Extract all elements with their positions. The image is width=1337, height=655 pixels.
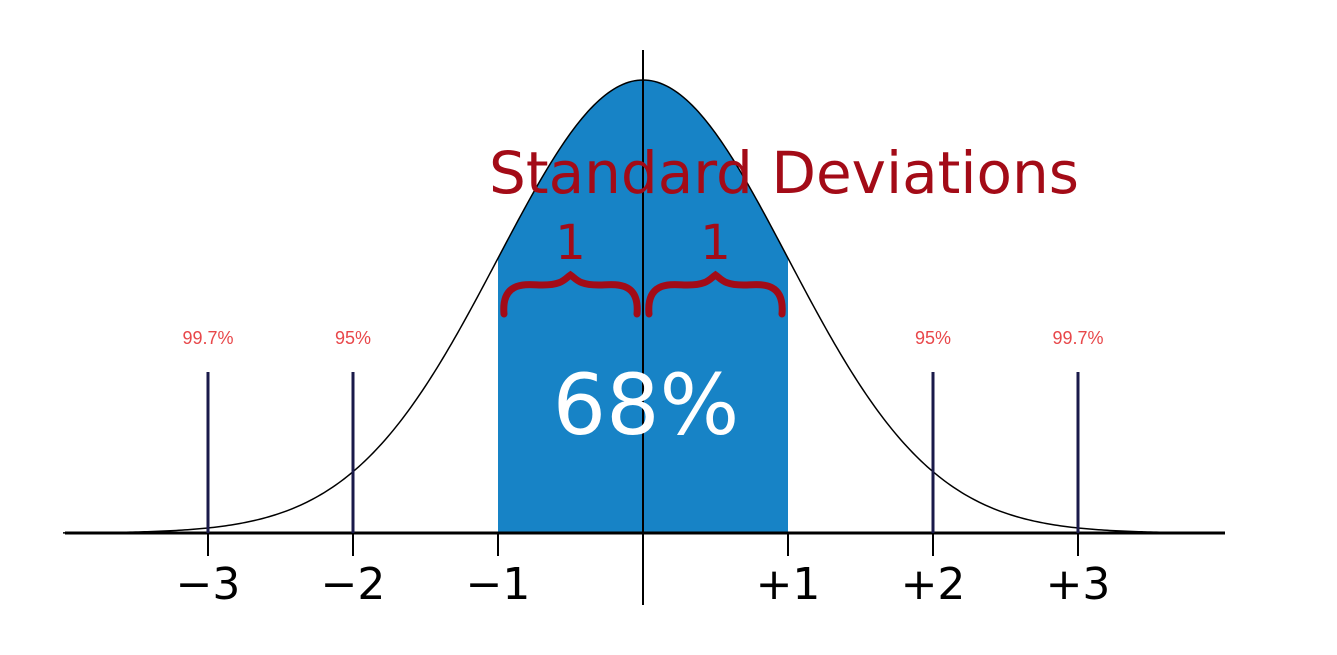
tick-marks — [207, 533, 1079, 556]
tick-label: −2 — [321, 559, 386, 610]
brace — [500, 270, 641, 318]
diagram-title: Standard Deviations — [489, 139, 1079, 207]
tick-label: −1 — [466, 559, 531, 610]
sd-lines — [206, 372, 1080, 533]
tick-label: +3 — [1046, 559, 1111, 610]
range-percent-label: 99.7% — [182, 328, 233, 348]
tick-label: −3 — [176, 559, 241, 610]
tick-labels: −3 −2 −1 +1 +2 +3 — [176, 559, 1111, 610]
range-percent-labels: 99.7% 95% 95% 99.7% — [182, 328, 1103, 348]
tick-label: +2 — [901, 559, 966, 610]
shaded-region-percent: 68% — [553, 356, 740, 454]
brace — [645, 270, 786, 318]
range-percent-label: 95% — [915, 328, 951, 348]
tick-label: +1 — [756, 559, 821, 610]
unit-label: 1 — [700, 215, 731, 271]
range-percent-label: 95% — [335, 328, 371, 348]
unit-label: 1 — [555, 215, 586, 271]
range-percent-label: 99.7% — [1052, 328, 1103, 348]
braces — [500, 270, 786, 318]
